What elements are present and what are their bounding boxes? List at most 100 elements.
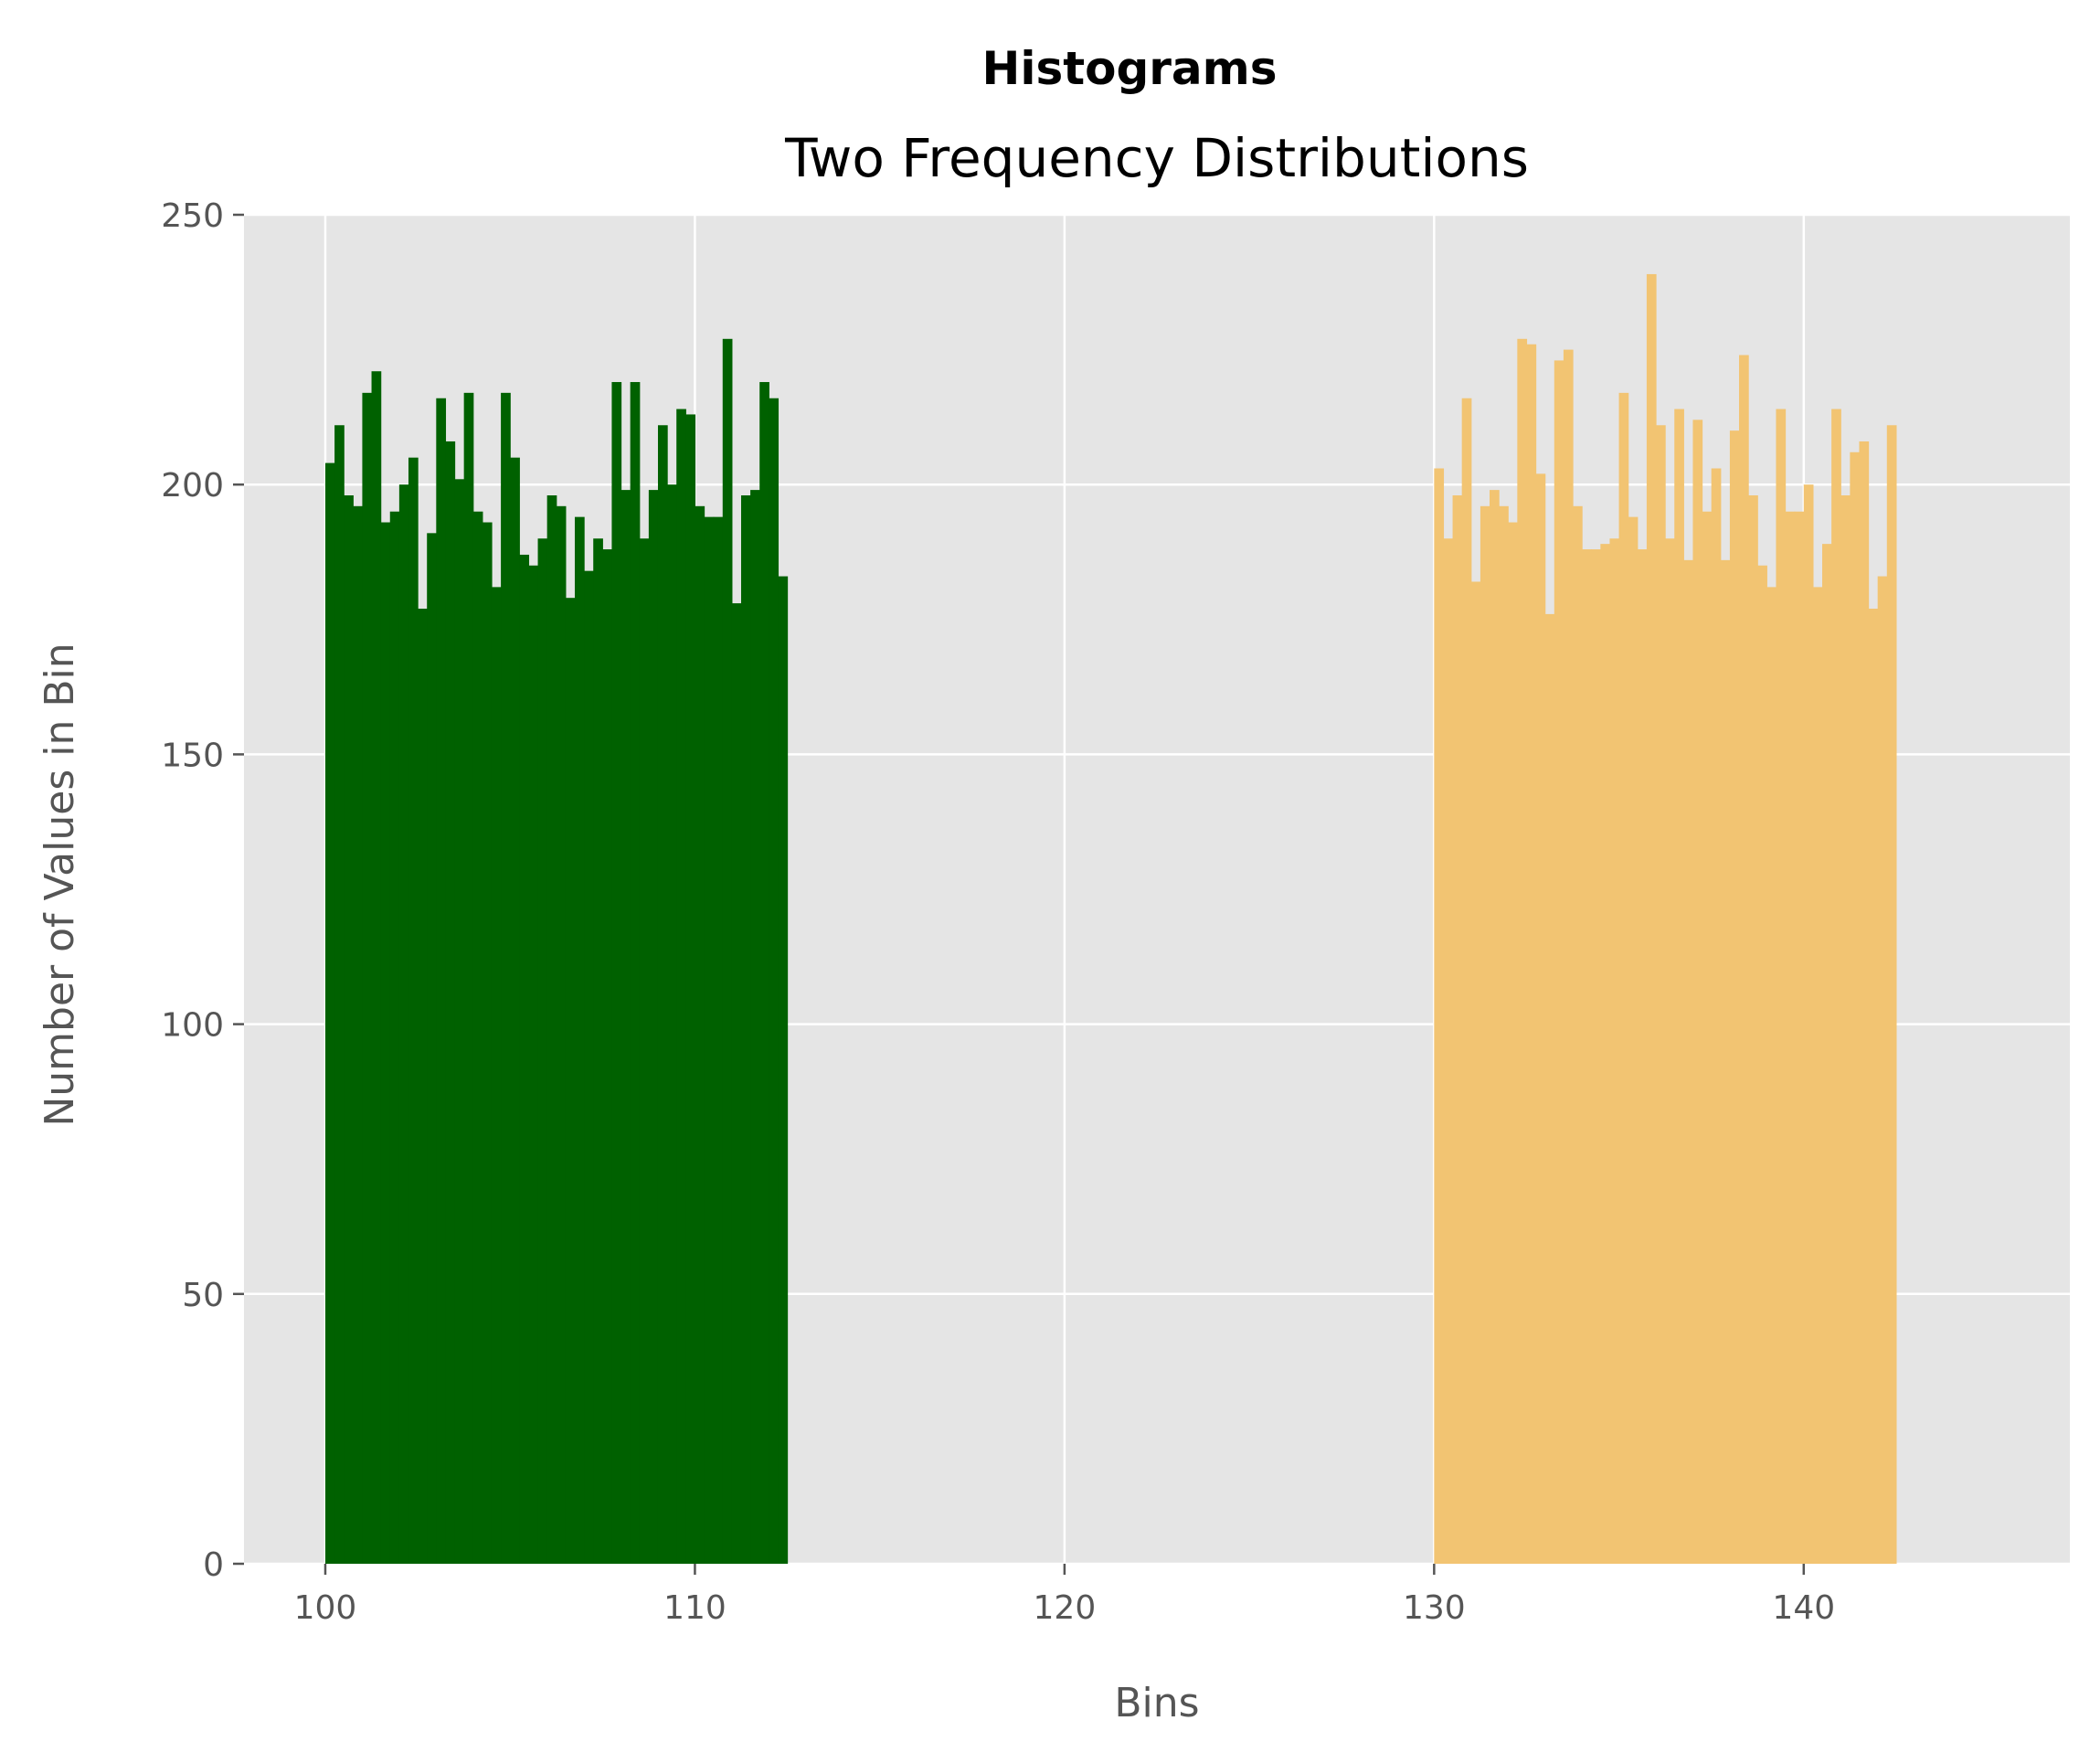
histogram-bar-series2-bin-48 bbox=[1877, 576, 1888, 1564]
histogram-bar-series1-bin-8 bbox=[398, 484, 409, 1565]
histogram-bar-series2-bin-32 bbox=[1729, 430, 1740, 1564]
histogram-bar-series2-bin-15 bbox=[1573, 505, 1583, 1565]
y-tick-label-150: 150 bbox=[161, 737, 224, 774]
histogram-bar-series1-bin-1 bbox=[334, 425, 345, 1565]
histogram-bar-series1-bin-11 bbox=[427, 533, 437, 1565]
histogram-bar-series1-bin-39 bbox=[685, 414, 696, 1564]
x-tick-label-100: 100 bbox=[294, 1589, 357, 1627]
histogram-bar-series1-bin-30 bbox=[602, 549, 613, 1564]
histogram-bar-series2-bin-22 bbox=[1637, 549, 1648, 1564]
histogram-bar-series2-bin-18 bbox=[1600, 544, 1611, 1564]
histogram-bar-series2-bin-2 bbox=[1452, 495, 1463, 1564]
histogram-bar-series1-bin-32 bbox=[620, 490, 631, 1564]
histogram-bar-series1-bin-43 bbox=[722, 338, 733, 1564]
histogram-bar-series1-bin-16 bbox=[472, 511, 483, 1564]
histogram-bar-series2-bin-41 bbox=[1812, 587, 1823, 1564]
histogram-bar-series1-bin-2 bbox=[344, 495, 354, 1564]
histogram-bar-series2-bin-42 bbox=[1822, 544, 1832, 1564]
histogram-bar-series1-bin-17 bbox=[482, 522, 493, 1564]
y-tick-label-200: 200 bbox=[161, 467, 224, 504]
histogram-bar-series2-bin-30 bbox=[1711, 468, 1722, 1564]
histogram-bar-series2-bin-20 bbox=[1618, 392, 1629, 1564]
histogram-bar-series1-bin-38 bbox=[676, 409, 686, 1565]
histogram-bar-series2-bin-45 bbox=[1850, 451, 1861, 1564]
histogram-bar-series1-bin-6 bbox=[380, 522, 391, 1564]
histogram-bar-series2-bin-36 bbox=[1766, 587, 1777, 1564]
chart-title: Histograms bbox=[981, 42, 1277, 95]
histogram-bar-series1-bin-24 bbox=[546, 495, 557, 1564]
histogram-bar-series1-bin-41 bbox=[704, 516, 715, 1564]
histogram-bar-series1-bin-35 bbox=[648, 490, 659, 1564]
histogram-bar-series1-bin-25 bbox=[556, 505, 567, 1565]
histogram-bar-series1-bin-5 bbox=[371, 371, 382, 1564]
histogram-bar-series1-bin-44 bbox=[731, 603, 742, 1564]
y-tick-label-100: 100 bbox=[161, 1007, 224, 1045]
histogram-bar-series1-bin-9 bbox=[408, 457, 419, 1565]
histogram-bar-series1-bin-36 bbox=[657, 425, 668, 1565]
chart-subtitle: Two Frequency Distributions bbox=[784, 127, 1529, 189]
histogram-bar-series2-bin-9 bbox=[1517, 338, 1528, 1564]
histogram-bar-series2-bin-0 bbox=[1434, 468, 1445, 1564]
x-tick-label-120: 120 bbox=[1034, 1589, 1097, 1627]
histogram-bar-series2-bin-14 bbox=[1563, 349, 1574, 1565]
histogram-bar-series1-bin-26 bbox=[565, 598, 576, 1564]
histogram-bar-series2-bin-49 bbox=[1886, 425, 1897, 1565]
histogram-bar-series1-bin-20 bbox=[510, 457, 520, 1565]
histogram-bar-series2-bin-23 bbox=[1646, 273, 1657, 1565]
histogram-bar-series2-bin-11 bbox=[1535, 473, 1546, 1564]
histogram-bar-series1-bin-0 bbox=[324, 462, 335, 1565]
histogram-bars bbox=[324, 273, 1897, 1565]
histogram-bar-series2-bin-25 bbox=[1665, 538, 1675, 1564]
histogram-bar-series2-bin-3 bbox=[1461, 398, 1472, 1565]
histogram-bar-series2-bin-33 bbox=[1739, 355, 1749, 1564]
histogram-bar-series2-bin-12 bbox=[1544, 613, 1555, 1564]
histogram-bar-series1-bin-23 bbox=[537, 538, 548, 1564]
histogram-bar-series1-bin-19 bbox=[501, 392, 511, 1564]
histogram-bar-series2-bin-28 bbox=[1692, 420, 1703, 1564]
histogram-bar-series2-bin-19 bbox=[1609, 538, 1620, 1564]
histogram-bar-series2-bin-16 bbox=[1582, 549, 1592, 1564]
histogram-bar-series1-bin-45 bbox=[740, 495, 751, 1564]
histogram-bar-series2-bin-4 bbox=[1470, 581, 1481, 1565]
x-tick-label-140: 140 bbox=[1772, 1589, 1835, 1627]
histogram-bar-series2-bin-37 bbox=[1776, 409, 1787, 1565]
axis-ticks: 0 50 100 150 200 250 100 110 120 130 140 bbox=[161, 197, 1835, 1627]
histogram-bar-series1-bin-28 bbox=[584, 570, 594, 1564]
histogram-bar-series1-bin-46 bbox=[750, 490, 760, 1564]
histogram-bar-series1-bin-49 bbox=[778, 576, 789, 1564]
histogram-bar-series1-bin-12 bbox=[436, 398, 447, 1565]
histogram-bar-series1-bin-37 bbox=[667, 484, 677, 1565]
histogram-bar-series1-bin-21 bbox=[519, 554, 530, 1564]
histogram-bar-series1-bin-13 bbox=[445, 441, 456, 1564]
histogram-bar-series2-bin-26 bbox=[1674, 409, 1684, 1565]
histogram-bar-series2-bin-39 bbox=[1794, 511, 1805, 1564]
histogram-bar-series1-bin-22 bbox=[528, 565, 539, 1564]
histogram-bar-series2-bin-21 bbox=[1628, 516, 1639, 1564]
x-axis-label: Bins bbox=[1114, 1680, 1199, 1726]
y-tick-label-250: 250 bbox=[161, 197, 224, 235]
histogram-bar-series1-bin-29 bbox=[593, 538, 603, 1564]
histogram-bar-series1-bin-48 bbox=[769, 398, 780, 1565]
histogram-bar-series1-bin-18 bbox=[491, 587, 502, 1564]
histogram-bar-series1-bin-40 bbox=[695, 505, 705, 1565]
histogram-bar-series2-bin-17 bbox=[1591, 549, 1601, 1564]
histogram-bar-series2-bin-47 bbox=[1868, 608, 1879, 1565]
histogram-bar-series2-bin-1 bbox=[1443, 538, 1454, 1564]
histogram-bar-series2-bin-8 bbox=[1508, 522, 1518, 1564]
x-tick-label-110: 110 bbox=[663, 1589, 727, 1627]
histogram-bar-series2-bin-10 bbox=[1526, 344, 1537, 1564]
histogram-bar-series2-bin-5 bbox=[1480, 505, 1490, 1565]
histogram-bar-series2-bin-38 bbox=[1785, 511, 1796, 1564]
histogram-bar-series2-bin-43 bbox=[1831, 409, 1841, 1565]
histogram-bar-series1-bin-15 bbox=[463, 392, 474, 1564]
histogram-bar-series1-bin-31 bbox=[611, 382, 622, 1565]
histogram-bar-series2-bin-46 bbox=[1859, 441, 1870, 1564]
histogram-bar-series1-bin-42 bbox=[713, 516, 724, 1564]
histogram-bar-series1-bin-3 bbox=[353, 505, 364, 1565]
histogram-bar-series1-bin-47 bbox=[759, 382, 769, 1565]
histogram-bar-series2-bin-40 bbox=[1803, 484, 1814, 1565]
histogram-bar-series2-bin-29 bbox=[1702, 511, 1713, 1564]
histogram-bar-series1-bin-7 bbox=[389, 511, 400, 1564]
y-axis-label: Number of Values in Bin bbox=[37, 643, 83, 1126]
